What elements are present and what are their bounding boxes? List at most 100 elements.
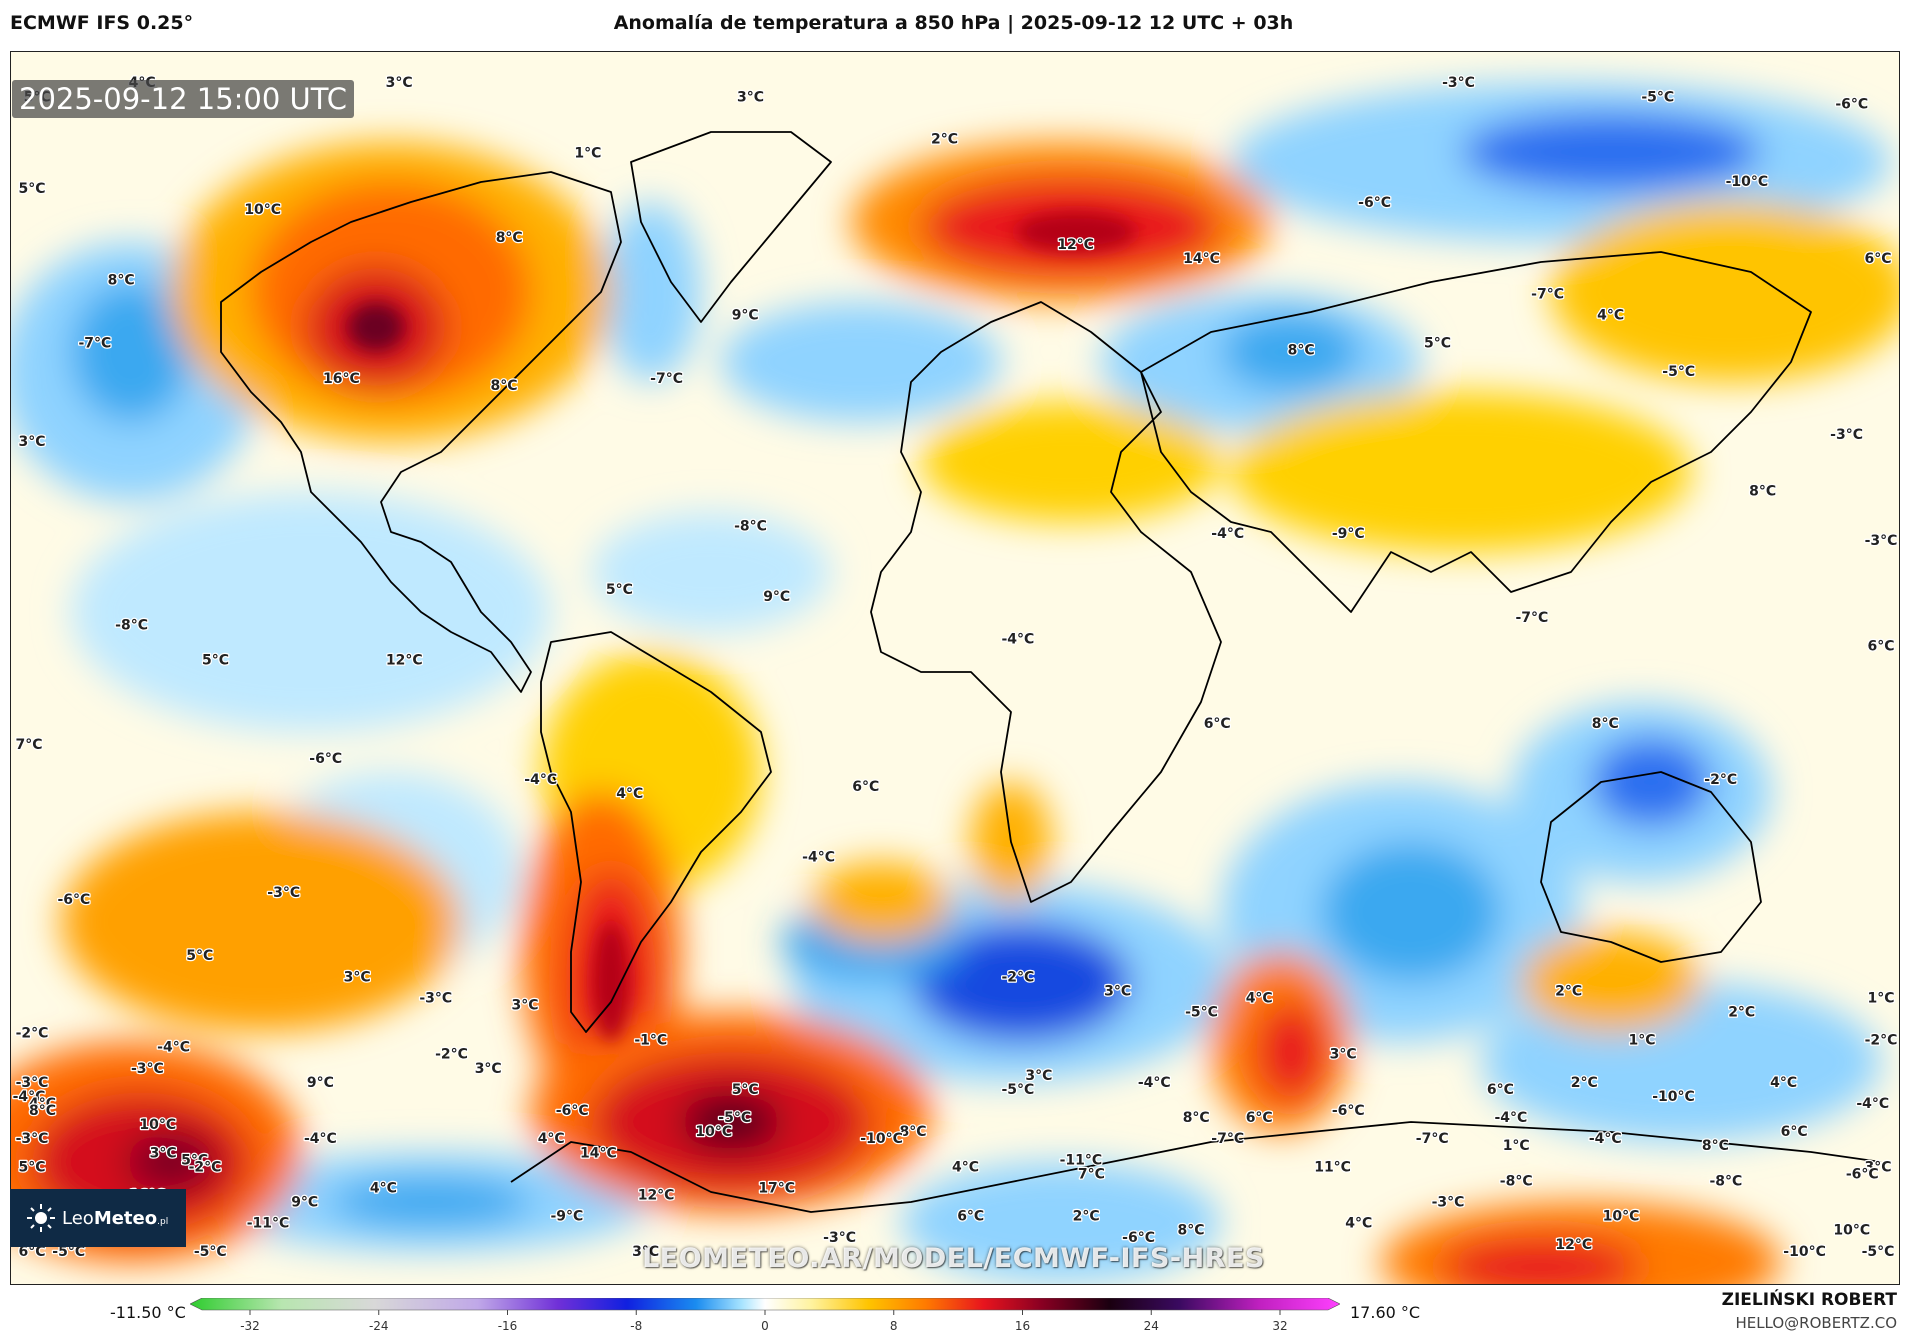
anomaly-label: 8°C	[496, 230, 523, 246]
anomaly-label: 5°C	[186, 948, 213, 964]
anomaly-label: -9°C	[1332, 526, 1365, 542]
anomaly-label: 9°C	[307, 1075, 334, 1091]
anomaly-label: -10°C	[1726, 174, 1769, 190]
anomaly-label: 3°C	[1864, 1159, 1891, 1175]
anomaly-label: 10°C	[695, 1124, 732, 1140]
anomaly-label: 12°C	[638, 1188, 675, 1204]
anomaly-label: 3°C	[150, 1145, 177, 1161]
europe-africa-outline	[870, 301, 1222, 903]
anomaly-label: -5°C	[1862, 1244, 1895, 1260]
anomaly-label: -3°C	[419, 990, 452, 1006]
anomaly-label: -4°C	[1856, 1096, 1889, 1112]
anomaly-label: 4°C	[616, 786, 643, 802]
anomaly-label: 1°C	[1867, 990, 1894, 1006]
anomaly-label: -6°C	[1122, 1230, 1155, 1246]
anomaly-label: 5°C	[18, 181, 45, 197]
antarctica-outline	[510, 1121, 1882, 1213]
anomaly-label: 8°C	[1288, 343, 1315, 359]
anomaly-label: -8°C	[115, 617, 148, 633]
anomaly-label: -4°C	[524, 772, 557, 788]
anomaly-label: 5°C	[18, 1159, 45, 1175]
anomaly-label: 2°C	[1728, 1005, 1755, 1021]
anomaly-label: -2°C	[16, 1026, 49, 1042]
anomaly-label: 4°C	[370, 1181, 397, 1197]
anomaly-label: 3°C	[1104, 983, 1131, 999]
anomaly-label: 4°C	[1345, 1216, 1372, 1232]
greenland-outline	[630, 131, 832, 323]
anomaly-label: 4°C	[29, 1096, 56, 1112]
anomaly-label: -10°C	[1652, 1089, 1695, 1105]
anomaly-label: -3°C	[16, 1131, 49, 1147]
anomaly-label: -7°C	[1211, 1131, 1244, 1147]
anomaly-label: -8°C	[1709, 1173, 1742, 1189]
anomaly-label: 8°C	[29, 1103, 56, 1119]
anomaly-label: -6°C	[1846, 1166, 1879, 1182]
anomaly-label: -10°C	[1783, 1244, 1826, 1260]
anomaly-label: -2°C	[1704, 772, 1737, 788]
anomaly-label: -7°C	[1531, 286, 1564, 302]
anomaly-label: -3°C	[1830, 427, 1863, 443]
anomaly-field	[11, 82, 1899, 1284]
anomaly-label: -8°C	[1500, 1173, 1533, 1189]
anomaly-label: 10°C	[244, 202, 281, 218]
anomaly-label: 10°C	[1603, 1209, 1640, 1225]
anomaly-label: 4°C	[1770, 1075, 1797, 1091]
anomaly-label: 8°C	[1177, 1223, 1204, 1239]
anomaly-label: -4°C	[1211, 526, 1244, 542]
anomaly-label: -5°C	[194, 1244, 227, 1260]
colorbar-tick-label: 32	[1272, 1319, 1287, 1333]
anomaly-label: 3°C	[632, 1244, 659, 1260]
anomaly-label: 4°C	[1597, 308, 1624, 324]
author-email: HELLO@ROBERTZ.CO	[1735, 1314, 1897, 1332]
anomaly-label: 6°C	[1781, 1124, 1808, 1140]
anomaly-label: 6°C	[1864, 251, 1891, 267]
anomaly-label: -3°C	[267, 885, 300, 901]
anomaly-label: 2°C	[1571, 1075, 1598, 1091]
leometeo-logo[interactable]: LeoMeteo.pl	[10, 1189, 186, 1247]
author-name: ZIELIŃSKI ROBERT	[1721, 1290, 1897, 1310]
anomaly-label: -6°C	[57, 892, 90, 908]
anomaly-label: 5°C	[202, 653, 229, 669]
anomaly-label: 6°C	[1246, 1110, 1273, 1126]
anomaly-label: 9°C	[763, 589, 790, 605]
anomaly-label: 7°C	[1078, 1166, 1105, 1182]
anomaly-label: 6°C	[18, 1244, 45, 1260]
anomaly-label: -6°C	[1835, 96, 1868, 112]
anomaly-label: 5°C	[1424, 336, 1451, 352]
anomaly-label: 17°C	[758, 1181, 795, 1197]
anomaly-label: -3°C	[1865, 533, 1898, 549]
anomaly-label: 14°C	[580, 1145, 617, 1161]
anomaly-map[interactable]: 5°C 4°C 3°C 3°C 1°C 2°C -3°C -5°C -6°C 5°C 10°C 8°C…	[10, 51, 1900, 1285]
colorbar: -32 -24 -16 -8 0 8 16 24 32	[190, 1298, 1340, 1333]
colorbar-tick-label: 16	[1015, 1319, 1030, 1333]
anomaly-label: -2°C	[1865, 1033, 1898, 1049]
anomaly-label: 3°C	[737, 89, 764, 105]
anomaly-label: -4°C	[1589, 1131, 1622, 1147]
anomaly-label: -6°C	[309, 751, 342, 767]
anomaly-label: 12°C	[1057, 237, 1094, 253]
anomaly-label: -5°C	[1001, 1082, 1034, 1098]
anomaly-label: 12°C	[1555, 1237, 1592, 1253]
anomaly-label: -5°C	[1662, 364, 1695, 380]
colorbar-tick-label: -8	[630, 1319, 642, 1333]
anomaly-label: 8°C	[1702, 1138, 1729, 1154]
anomaly-label: -3°C	[131, 1061, 164, 1077]
anomaly-label: 7°C	[15, 737, 42, 753]
anomaly-label: -5°C	[52, 1244, 85, 1260]
anomaly-label: -4°C	[157, 1040, 190, 1056]
anomaly-label: -2°C	[435, 1047, 468, 1063]
anomaly-label: -3°C	[823, 1230, 856, 1246]
anomaly-label: -11°C	[247, 1216, 290, 1232]
anomaly-label: 4°C	[1246, 990, 1273, 1006]
anomaly-label: -7°C	[78, 336, 111, 352]
anomaly-label: -10°C	[860, 1131, 903, 1147]
model-label: ECMWF IFS 0.25°	[10, 12, 194, 34]
colorbar-tick-label: -24	[369, 1319, 389, 1333]
coastlines	[220, 131, 1882, 1213]
anomaly-label: -6°C	[1358, 195, 1391, 211]
anomaly-label: 2°C	[931, 132, 958, 148]
north-america-outline	[220, 171, 622, 693]
anomaly-label: -4°C	[1494, 1110, 1527, 1126]
anomaly-label: 6°C	[1487, 1082, 1514, 1098]
anomaly-label: -6°C	[1332, 1103, 1365, 1119]
